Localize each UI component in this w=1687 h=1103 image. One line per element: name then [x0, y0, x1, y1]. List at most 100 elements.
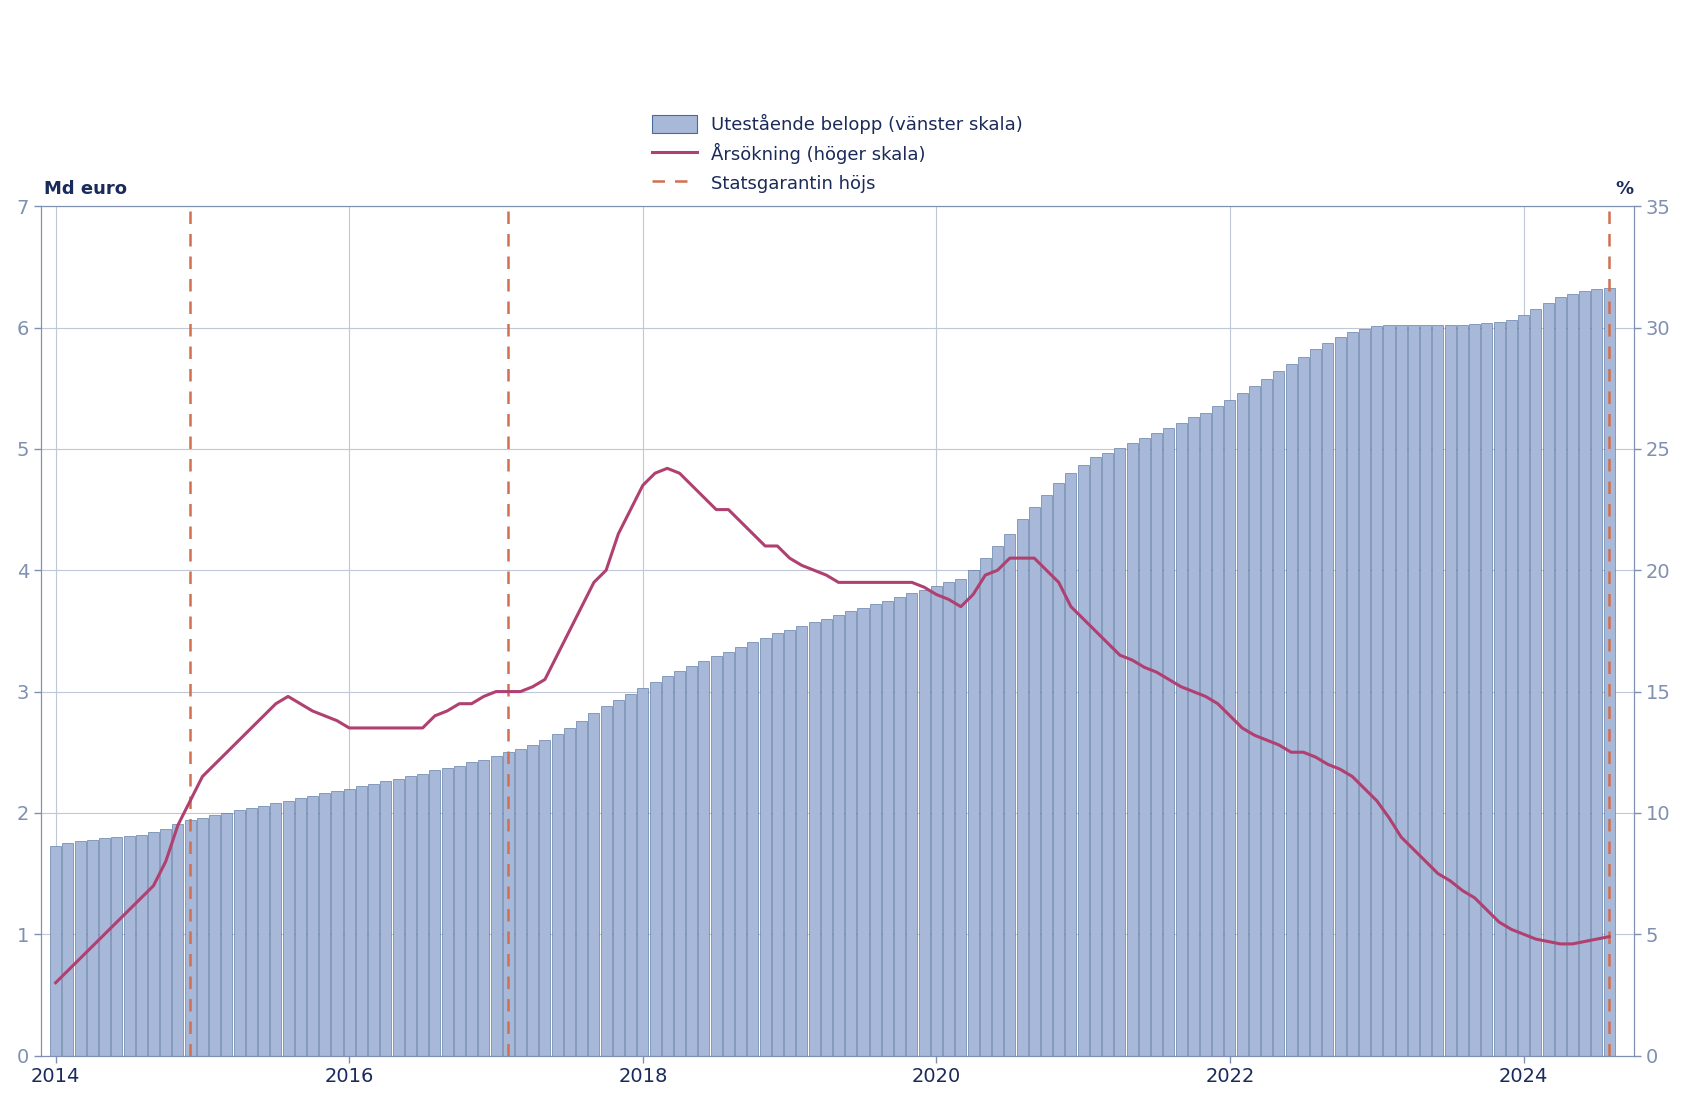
Text: %: %: [1616, 180, 1633, 197]
Bar: [319, 793, 331, 1056]
Bar: [943, 582, 955, 1056]
Bar: [955, 579, 967, 1056]
Bar: [307, 796, 319, 1056]
Bar: [698, 661, 710, 1056]
Bar: [1151, 433, 1162, 1056]
Bar: [1053, 483, 1064, 1056]
Bar: [295, 799, 305, 1056]
Bar: [724, 652, 734, 1056]
Bar: [1542, 303, 1554, 1056]
Bar: [86, 839, 98, 1056]
Bar: [172, 824, 184, 1056]
Bar: [577, 720, 587, 1056]
Bar: [796, 627, 808, 1056]
Text: Md euro: Md euro: [44, 180, 127, 197]
Bar: [1164, 428, 1174, 1056]
Bar: [649, 682, 661, 1056]
Bar: [906, 593, 918, 1056]
Bar: [1199, 413, 1211, 1056]
Bar: [563, 728, 575, 1056]
Bar: [51, 846, 61, 1056]
Bar: [1004, 534, 1016, 1056]
Bar: [221, 813, 233, 1056]
Bar: [258, 805, 270, 1056]
Bar: [1213, 407, 1223, 1056]
Bar: [1248, 386, 1260, 1056]
Bar: [1481, 323, 1493, 1056]
Bar: [503, 752, 515, 1056]
Bar: [1555, 298, 1566, 1056]
Bar: [980, 558, 990, 1056]
Bar: [111, 837, 123, 1056]
Bar: [356, 786, 368, 1056]
Bar: [822, 619, 832, 1056]
Bar: [381, 781, 391, 1056]
Bar: [845, 611, 857, 1056]
Bar: [270, 803, 282, 1056]
Bar: [1530, 310, 1542, 1056]
Bar: [1409, 325, 1419, 1056]
Bar: [405, 777, 417, 1056]
Bar: [747, 642, 759, 1056]
Bar: [1420, 325, 1431, 1056]
Bar: [123, 836, 135, 1056]
Bar: [282, 801, 294, 1056]
Bar: [100, 838, 110, 1056]
Bar: [1334, 338, 1346, 1056]
Bar: [1066, 473, 1076, 1056]
Bar: [1506, 320, 1517, 1056]
Bar: [160, 828, 172, 1056]
Bar: [466, 762, 477, 1056]
Bar: [1041, 495, 1053, 1056]
Bar: [919, 590, 930, 1056]
Bar: [601, 706, 612, 1056]
Bar: [1591, 289, 1603, 1056]
Bar: [784, 630, 795, 1056]
Bar: [1237, 393, 1248, 1056]
Bar: [1285, 364, 1297, 1056]
Bar: [1225, 400, 1235, 1056]
Bar: [1115, 448, 1125, 1056]
Bar: [1493, 322, 1505, 1056]
Bar: [1274, 372, 1284, 1056]
Bar: [442, 768, 452, 1056]
Bar: [808, 622, 820, 1056]
Bar: [968, 570, 978, 1056]
Bar: [540, 740, 550, 1056]
Bar: [1360, 329, 1370, 1056]
Bar: [74, 840, 86, 1056]
Bar: [135, 835, 147, 1056]
Bar: [1078, 464, 1088, 1056]
Bar: [675, 671, 685, 1056]
Bar: [1262, 378, 1272, 1056]
Bar: [833, 615, 844, 1056]
Bar: [870, 604, 881, 1056]
Bar: [992, 546, 1004, 1056]
Bar: [894, 597, 906, 1056]
Bar: [552, 733, 563, 1056]
Bar: [687, 666, 697, 1056]
Bar: [1518, 315, 1528, 1056]
Bar: [246, 808, 256, 1056]
Bar: [1567, 293, 1577, 1056]
Bar: [491, 756, 501, 1056]
Bar: [1458, 325, 1468, 1056]
Bar: [393, 779, 403, 1056]
Bar: [184, 821, 196, 1056]
Bar: [417, 774, 428, 1056]
Bar: [515, 749, 526, 1056]
Bar: [1127, 443, 1137, 1056]
Bar: [1395, 325, 1407, 1056]
Bar: [857, 608, 869, 1056]
Bar: [1090, 458, 1102, 1056]
Bar: [882, 600, 892, 1056]
Bar: [1311, 350, 1321, 1056]
Bar: [1372, 326, 1382, 1056]
Bar: [1176, 424, 1186, 1056]
Bar: [368, 784, 380, 1056]
Bar: [209, 815, 221, 1056]
Bar: [528, 745, 538, 1056]
Bar: [430, 770, 440, 1056]
Bar: [479, 760, 489, 1056]
Bar: [454, 765, 466, 1056]
